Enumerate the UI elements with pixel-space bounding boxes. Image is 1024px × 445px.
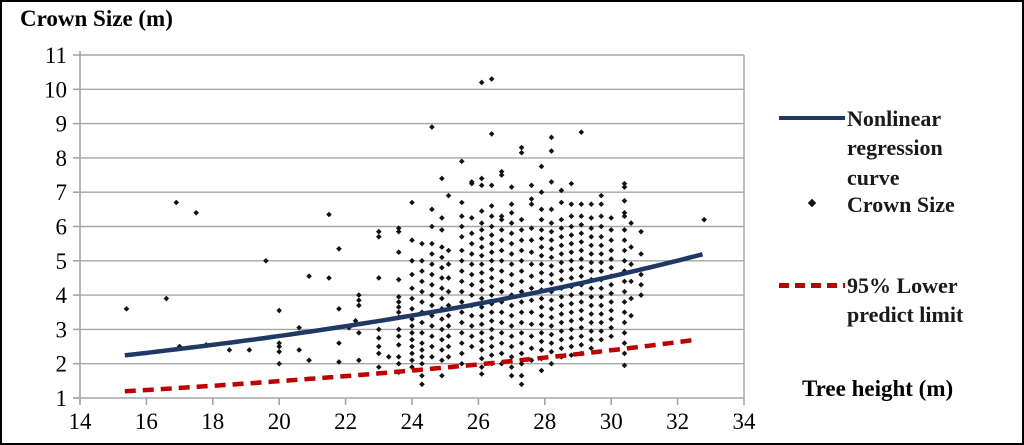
legend-item-regression: Nonlinear regression curve [777,104,1021,192]
legend-item-crown-size: Crown Size [777,190,1021,219]
svg-text:16: 16 [135,409,158,434]
svg-text:34: 34 [733,409,757,434]
svg-text:3: 3 [56,317,68,342]
svg-text:10: 10 [44,77,67,102]
svg-text:26: 26 [467,409,490,434]
legend-label-regression: Nonlinear regression curve [847,106,943,190]
svg-text:24: 24 [401,409,425,434]
svg-text:1: 1 [56,386,68,411]
svg-text:14: 14 [69,409,93,434]
svg-text:20: 20 [268,409,291,434]
svg-text:8: 8 [56,146,68,171]
svg-text:32: 32 [666,409,689,434]
svg-text:28: 28 [533,409,556,434]
legend-label-crown-size: Crown Size [847,191,955,217]
svg-text:5: 5 [56,249,68,274]
svg-text:30: 30 [600,409,623,434]
svg-text:6: 6 [56,215,68,240]
svg-text:4: 4 [56,283,68,308]
svg-text:18: 18 [201,409,224,434]
diamond-marker-icon [777,190,847,207]
legend-item-lower-limit: 95% Lower predict limit [777,271,1021,330]
svg-text:7: 7 [56,180,68,205]
svg-text:11: 11 [45,43,67,68]
svg-text:22: 22 [334,409,357,434]
legend-label-lower-limit: 95% Lower predict limit [847,273,964,328]
x-axis-title: Tree height (m) [802,376,954,401]
legend: Nonlinear regression curve Crown Size 95… [777,102,1021,330]
svg-text:2: 2 [56,352,68,377]
regression-line-icon [777,104,847,120]
chart-title: Crown Size (m) [20,6,173,31]
svg-text:9: 9 [56,112,68,137]
dashed-line-icon [777,271,847,288]
